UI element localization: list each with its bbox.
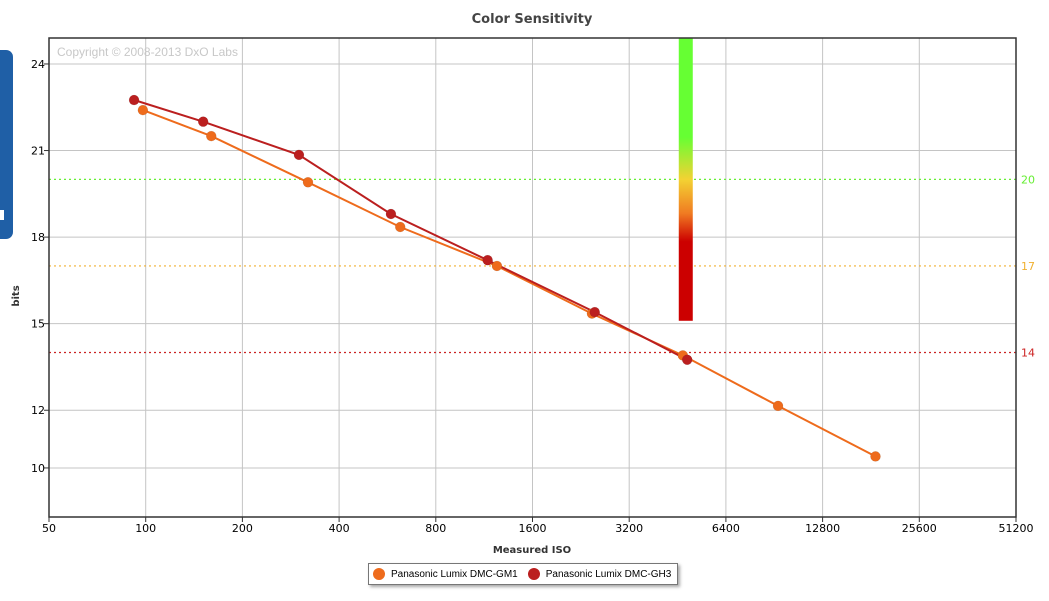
data-point-gm1-4 (491, 260, 503, 272)
y-axis-title: bits (11, 285, 22, 306)
data-point-gh3-1 (197, 116, 209, 127)
legend-marker-gm1 (373, 568, 385, 580)
data-point-gm1-1 (206, 130, 217, 142)
sensitivity-scale-bar (678, 38, 693, 321)
chart-legend: Panasonic Lumix DMC-GM1 Panasonic Lumix … (368, 563, 679, 585)
data-point-gm1-2 (302, 177, 314, 188)
scale-bar-rect (678, 38, 693, 321)
data-point-gh3-4 (482, 254, 493, 266)
legend-marker-gh3 (527, 568, 540, 580)
data-point-gm1-7 (772, 400, 784, 412)
legend-item-gh3[interactable]: Panasonic Lumix DMC-GH3 (527, 568, 672, 580)
side-tab-marker (0, 210, 4, 220)
reference-label-14: 14 (1021, 347, 1035, 360)
tick-labels: 50 100 200 400 800 1600 3200 6400 12800 25600 5120… (31, 58, 1034, 535)
copyright-watermark: Copyright © 2008-2013 DxO Labs (57, 45, 238, 59)
data-point-gm1-0 (137, 104, 149, 116)
x-tick-label-200: 200 (232, 522, 253, 535)
data-point-gh3-2 (293, 149, 305, 161)
x-tick-label-400: 400 (329, 522, 350, 535)
data-point-gm1-3 (394, 221, 406, 233)
legend-label-gm1: Panasonic Lumix DMC-GM1 (391, 568, 518, 580)
y-tick-label-24: 24 (31, 58, 45, 71)
y-tick-label-12: 12 (31, 404, 45, 417)
legend-label-gh3: Panasonic Lumix DMC-GH3 (545, 568, 672, 580)
grid-lines (48, 38, 1017, 517)
data-point-gm1-8 (870, 451, 881, 462)
data-point-gh3-5 (589, 306, 601, 318)
x-tick-label-6400: 6400 (712, 522, 740, 535)
x-tick-label-51200: 51200 (999, 522, 1034, 535)
x-tick-label-12800: 12800 (805, 522, 840, 535)
legend-item-gm1[interactable]: Panasonic Lumix DMC-GM1 (373, 568, 518, 580)
y-tick-label-10: 10 (31, 462, 45, 475)
series-layer (128, 94, 881, 462)
data-point-gh3-0 (128, 94, 140, 106)
x-tick-label-100: 100 (135, 522, 156, 535)
side-feedback-tab[interactable] (0, 50, 13, 239)
x-tick-label-800: 800 (425, 522, 446, 535)
y-tick-label-21: 21 (31, 145, 45, 158)
reference-lines: 20 17 14 (49, 173, 1035, 360)
data-point-gh3-6 (681, 354, 693, 365)
data-point-gh3-3 (385, 208, 397, 220)
series-line-gm1 (142, 109, 876, 458)
y-tick-label-18: 18 (31, 231, 45, 244)
y-tick-label-15: 15 (31, 318, 45, 331)
reference-label-20: 20 (1021, 173, 1035, 186)
chart-title: Color Sensitivity (472, 12, 593, 27)
x-tick-label-1600: 1600 (519, 522, 547, 535)
x-tick-label-25600: 25600 (902, 522, 937, 535)
reference-label-17: 17 (1021, 260, 1035, 273)
x-axis-title: Measured ISO (493, 545, 571, 556)
x-tick-label-3200: 3200 (615, 522, 643, 535)
x-tick-label-50: 50 (42, 522, 56, 535)
